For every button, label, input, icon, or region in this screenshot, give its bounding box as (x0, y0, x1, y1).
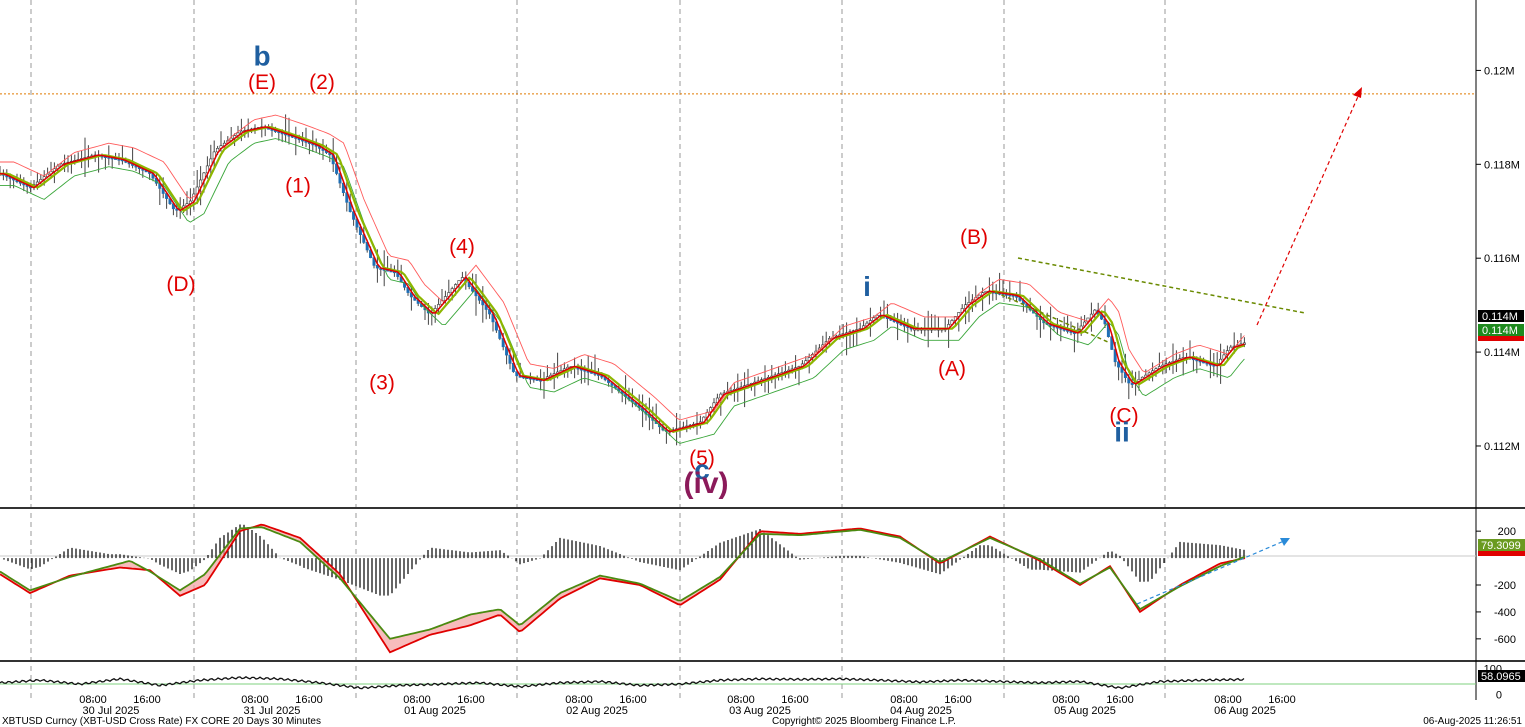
footer-timestamp: 06-Aug-2025 11:26:51 (1423, 716, 1522, 727)
wave-label-3: (1) (285, 175, 311, 198)
last-price-badge-red (1478, 333, 1524, 341)
fast-ma-line (0, 126, 1245, 433)
xtick-date-label-1: 31 Jul 2025 (244, 705, 301, 717)
xtick-date-label-6: 05 Aug 2025 (1054, 705, 1116, 717)
upper-trendline (1017, 257, 1306, 314)
price-ytick-label-1: 0.118M (1484, 159, 1520, 171)
osc-ytick-label-1: -200 (1494, 580, 1516, 592)
osc-value-badge (1478, 539, 1525, 551)
wave-label-8: c (694, 454, 710, 485)
price-ytick-label-3: 0.114M (1484, 347, 1520, 359)
xtick-time-label-15: 16:00 (1268, 694, 1296, 706)
rsi-panel (0, 676, 1245, 690)
osc-fill (0, 524, 1245, 653)
xtick-time-label-9: 16:00 (781, 694, 809, 706)
xtick-time-label-12: 08:00 (1052, 694, 1080, 706)
upper-envelope-line (0, 114, 1245, 421)
osc-value-badge-red (1478, 551, 1525, 556)
xtick-time-label-13: 16:00 (1106, 694, 1134, 706)
osc-trend-arrow-line (1136, 540, 1285, 605)
xtick-time-label-4: 08:00 (403, 694, 431, 706)
wave-label-0: b (253, 41, 270, 72)
wave-label-12: (B) (960, 226, 988, 249)
rsi-line (0, 676, 1245, 690)
axes: 0.12M 0.118M 0.116M 0.114M 0.112M 200 -200 -400… (79, 65, 1525, 717)
price-lines (0, 114, 1245, 444)
xtick-time-label-6: 08:00 (565, 694, 593, 706)
xtick-time-label-11: 16:00 (944, 694, 972, 706)
rsi-value-badge (1478, 670, 1525, 682)
last-price-label-1: 0.114M (1482, 325, 1518, 337)
wave-label-5: (4) (449, 236, 475, 259)
last-price-label-0: 0.114M (1482, 311, 1518, 323)
xtick-time-label-14: 08:00 (1214, 694, 1242, 706)
wave-label-7: (5) (689, 447, 715, 470)
footer: XBTUSD Curncy (XBT-USD Cross Rate) FX CO… (2, 716, 1522, 727)
osc-ytick-label-2: -400 (1494, 607, 1516, 619)
last-price-badge-1 (1478, 324, 1524, 336)
xtick-date-label-5: 04 Aug 2025 (890, 705, 952, 717)
rsi-value-label: 58.0965 (1481, 671, 1521, 683)
xtick-date-label-0: 30 Jul 2025 (83, 705, 140, 717)
xtick-time-label-0: 08:00 (79, 694, 107, 706)
xtick-time-label-5: 16:00 (457, 694, 485, 706)
wave-label-4: (D) (166, 273, 195, 296)
osc-value-label: 79.3099 (1481, 540, 1521, 552)
xtick-date-label-7: 06 Aug 2025 (1214, 705, 1276, 717)
xtick-date-label-3: 02 Aug 2025 (566, 705, 628, 717)
oscillator-panel (0, 523, 1290, 654)
price-grid (0, 0, 1525, 700)
xtick-date-label-4: 03 Aug 2025 (729, 705, 791, 717)
osc-macd-line (0, 526, 1246, 640)
price-ytick-label-4: 0.112M (1484, 441, 1520, 453)
price-bar-329 (1117, 361, 1121, 368)
wave-label-1: (E) (248, 71, 276, 94)
xtick-time-label-3: 16:00 (295, 694, 323, 706)
lower-envelope-line (0, 138, 1245, 444)
xtick-time-label-8: 08:00 (727, 694, 755, 706)
osc-trend-arrowhead (1280, 538, 1290, 546)
price-ytick-label-0: 0.12M (1484, 65, 1515, 77)
xtick-time-label-2: 08:00 (241, 694, 269, 706)
wave-label-9: (iv) (684, 467, 729, 500)
rsi-ytick-label-1: 0 (1496, 689, 1502, 701)
footer-security: XBTUSD Curncy (XBT-USD Cross Rate) FX CO… (2, 716, 321, 727)
wave-labels: b(E) (2) (1) (D) (4) (3) (5)c(iv) i (A) (B) (C)ii (166, 41, 1138, 500)
wave-label-13: (C) (1109, 405, 1138, 428)
slow-ma-line (0, 125, 1245, 434)
last-price-badge-0 (1478, 310, 1524, 322)
target-arrow-line (1256, 91, 1361, 326)
wave-label-11: (A) (938, 358, 966, 381)
wave-label-10: i (863, 271, 871, 302)
osc-ytick-label-0: 200 (1498, 526, 1516, 538)
xtick-date-label-2: 01 Aug 2025 (404, 705, 466, 717)
wave-label-2: (2) (309, 71, 335, 94)
xtick-time-label-7: 16:00 (619, 694, 647, 706)
osc-signal-line (0, 523, 1246, 654)
price-ytick-label-2: 0.116M (1484, 253, 1520, 265)
xtick-time-label-10: 08:00 (890, 694, 918, 706)
target-arrowhead (1353, 87, 1362, 98)
wave-label-14: ii (1114, 416, 1130, 447)
price-bar-333 (1130, 382, 1134, 385)
annotations (994, 87, 1362, 343)
osc-ytick-label-3: -600 (1494, 634, 1516, 646)
wave-label-6: (3) (369, 372, 395, 395)
xtick-time-label-1: 16:00 (133, 694, 161, 706)
price-bar-111 (375, 264, 379, 269)
footer-copyright: Copyright© 2025 Bloomberg Finance L.P. (772, 716, 956, 727)
